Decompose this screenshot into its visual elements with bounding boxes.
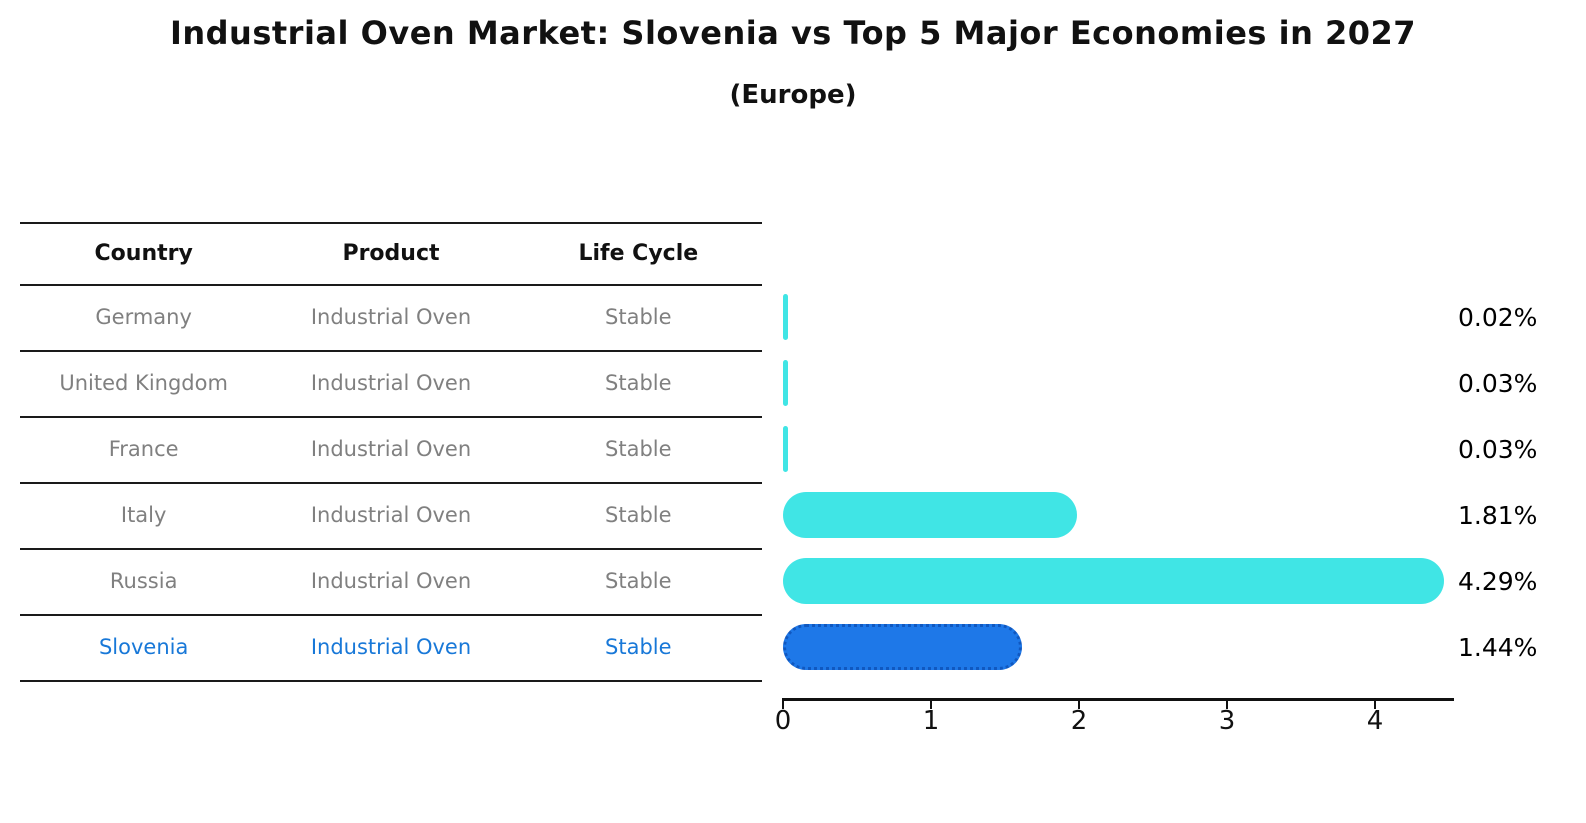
- cell-life-cycle: Stable: [605, 635, 672, 659]
- table-row: Russia Industrial Oven Stable: [20, 548, 762, 614]
- column-header-country: Country: [94, 240, 193, 266]
- value-label: 1.44%: [1458, 632, 1538, 662]
- x-axis-line: [782, 698, 1454, 701]
- table-row: France Industrial Oven Stable: [20, 416, 762, 482]
- bar: [783, 426, 788, 472]
- table-row-border: [20, 416, 762, 418]
- value-label: 1.81%: [1458, 500, 1538, 530]
- x-tick-label: 2: [1070, 706, 1088, 736]
- cell-product: Industrial Oven: [310, 371, 472, 395]
- x-tick-label: 1: [922, 706, 940, 736]
- x-tick-mark: [1226, 701, 1228, 709]
- x-tick-label: 3: [1218, 706, 1236, 736]
- x-tick-mark: [1078, 701, 1080, 709]
- cell-country: Russia: [109, 569, 178, 593]
- bar: [783, 492, 1077, 538]
- cell-product: Industrial Oven: [310, 305, 472, 329]
- table-top-border: [20, 222, 762, 224]
- table-row-border: [20, 482, 762, 484]
- table-row: United Kingdom Industrial Oven Stable: [20, 350, 762, 416]
- table-row-border: [20, 350, 762, 352]
- cell-country: United Kingdom: [59, 371, 228, 395]
- cell-country: France: [108, 437, 179, 461]
- value-label: 4.29%: [1458, 566, 1538, 596]
- bar: [783, 360, 788, 406]
- table-row: Germany Industrial Oven Stable: [20, 284, 762, 350]
- value-label: 0.02%: [1458, 302, 1538, 332]
- chart-subtitle: (Europe): [729, 80, 857, 110]
- table-header-row: Country Product Life Cycle: [20, 222, 762, 284]
- value-label: 0.03%: [1458, 434, 1538, 464]
- cell-product: Industrial Oven: [310, 503, 472, 527]
- cell-life-cycle: Stable: [605, 569, 672, 593]
- cell-life-cycle: Stable: [605, 503, 672, 527]
- cell-country: Germany: [95, 305, 192, 329]
- cell-life-cycle: Stable: [605, 371, 672, 395]
- column-header-lifecycle: Life Cycle: [578, 240, 699, 266]
- table-row: Slovenia Industrial Oven Stable: [20, 614, 762, 680]
- table-row-border: [20, 548, 762, 550]
- table-header-border: [20, 284, 762, 286]
- bar: [783, 558, 1444, 604]
- table-row: Italy Industrial Oven Stable: [20, 482, 762, 548]
- cell-life-cycle: Stable: [605, 437, 672, 461]
- x-tick-label: 4: [1366, 706, 1384, 736]
- table-row-border: [20, 614, 762, 616]
- cell-country: Italy: [120, 503, 167, 527]
- table-row-border: [20, 680, 762, 682]
- column-header-product: Product: [342, 240, 440, 266]
- x-tick-mark: [782, 701, 784, 709]
- x-tick-label: 0: [774, 706, 792, 736]
- cell-product: Industrial Oven: [310, 437, 472, 461]
- x-tick-mark: [930, 701, 932, 709]
- cell-product: Industrial Oven: [310, 635, 472, 659]
- x-tick-mark: [1374, 701, 1376, 709]
- cell-country: Slovenia: [98, 635, 189, 659]
- bar: [783, 294, 788, 340]
- value-label: 0.03%: [1458, 368, 1538, 398]
- cell-product: Industrial Oven: [310, 569, 472, 593]
- bar-highlight: [783, 624, 1022, 670]
- chart-title: Industrial Oven Market: Slovenia vs Top …: [169, 14, 1417, 52]
- cell-life-cycle: Stable: [605, 305, 672, 329]
